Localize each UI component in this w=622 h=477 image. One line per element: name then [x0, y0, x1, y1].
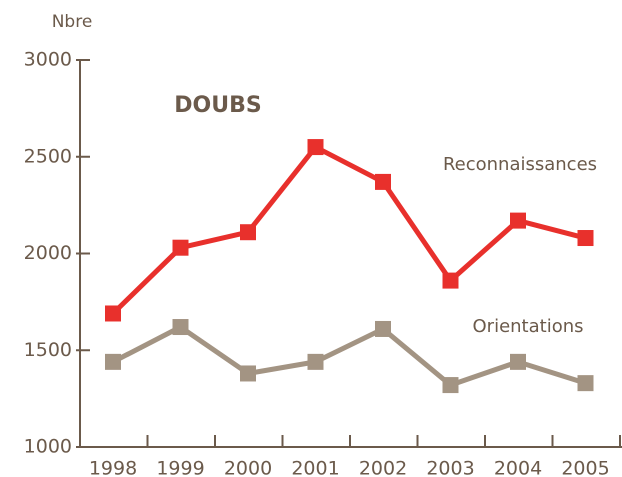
- y-tick-label: 1000: [24, 436, 72, 458]
- y-tick-label: 2000: [24, 242, 72, 264]
- marker: [375, 320, 391, 337]
- x-tick-label: 1999: [156, 458, 204, 477]
- marker: [240, 365, 256, 382]
- series-line: [111, 324, 587, 388]
- marker: [307, 353, 324, 370]
- x-tick-label: 2003: [426, 458, 474, 477]
- x-tick-label: 2004: [494, 458, 542, 477]
- marker: [172, 239, 189, 256]
- marker: [510, 212, 526, 229]
- series-label: Orientations: [473, 316, 584, 337]
- y-axis-label: Nbre: [52, 12, 93, 32]
- y-tick-label: 3000: [24, 49, 72, 71]
- x-tick-label: 2001: [291, 458, 339, 477]
- marker: [577, 375, 594, 392]
- x-tick-label: 2002: [359, 458, 407, 477]
- chart-title: DOUBS: [174, 93, 261, 118]
- y-tick-label: 2500: [24, 145, 72, 167]
- marker: [442, 377, 459, 394]
- x-tick-label: 2000: [224, 458, 272, 477]
- x-tick-label: 2005: [561, 458, 609, 477]
- marker: [172, 319, 189, 336]
- marker: [375, 173, 391, 190]
- marker: [105, 305, 121, 322]
- x-tick-label: 1998: [89, 458, 137, 477]
- series-line: [111, 144, 587, 316]
- marker: [307, 139, 324, 156]
- series-label: Reconnaissances: [443, 154, 597, 175]
- marker: [442, 272, 459, 289]
- y-tick-label: 1500: [24, 339, 72, 361]
- marker: [240, 224, 256, 241]
- marker: [105, 353, 121, 370]
- marker: [510, 353, 526, 370]
- marker: [577, 230, 594, 247]
